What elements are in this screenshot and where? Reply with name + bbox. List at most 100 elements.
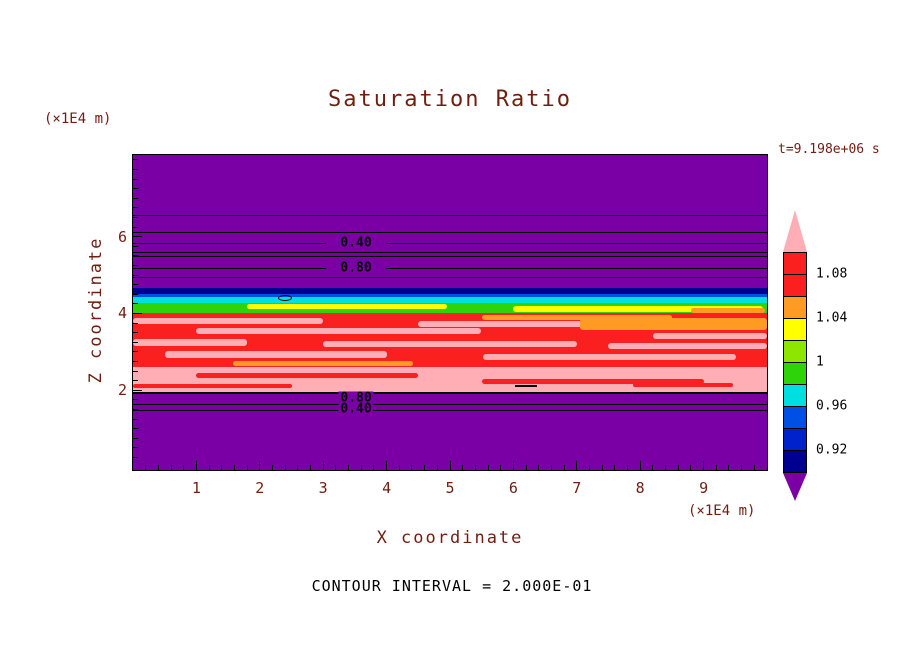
x-tick-label: 2 — [255, 479, 265, 497]
colorbar-segment — [783, 318, 807, 341]
color-streak — [691, 308, 765, 313]
contour-line — [133, 252, 767, 253]
color-streak — [608, 343, 767, 349]
x-minor-tick — [424, 465, 426, 470]
x-minor-tick — [335, 465, 337, 470]
x-tick-label: 5 — [445, 479, 455, 497]
z-minor-tick — [133, 188, 138, 190]
x-minor-tick — [208, 465, 210, 470]
x-minor-tick — [170, 465, 172, 470]
colorbar-segment — [783, 252, 807, 275]
x-minor-tick — [652, 465, 654, 470]
x-tick-label: 8 — [635, 479, 645, 497]
color-band — [133, 294, 767, 297]
z-minor-tick — [133, 399, 138, 401]
z-minor-tick — [133, 456, 138, 458]
color-streak — [133, 318, 323, 324]
colorbar-tick-label: 1 — [816, 354, 824, 370]
x-minor-tick — [525, 465, 527, 470]
z-minor-tick — [133, 322, 138, 324]
z-minor-tick — [133, 168, 138, 170]
y-tick-label: 2 — [117, 381, 127, 400]
x-minor-tick — [221, 465, 223, 470]
color-streak — [513, 306, 763, 312]
z-minor-tick — [133, 159, 138, 161]
color-streak — [482, 379, 704, 384]
z-minor-tick — [133, 360, 138, 362]
z-minor-tick — [133, 274, 138, 276]
x-minor-tick — [348, 465, 350, 470]
color-streak — [483, 354, 736, 360]
colorbar-bottom-arrow — [783, 473, 807, 501]
contour-line — [386, 268, 767, 269]
z-minor-tick — [133, 207, 138, 209]
x-tick-label: 9 — [699, 479, 709, 497]
color-band — [133, 392, 767, 470]
z-minor-tick — [133, 408, 138, 410]
x-major-tick — [322, 461, 324, 470]
x-minor-tick — [741, 465, 743, 470]
x-minor-tick — [487, 465, 489, 470]
z-major-tick — [133, 312, 142, 314]
x-minor-tick — [233, 465, 235, 470]
color-streak — [482, 315, 672, 320]
colorbar-tick-label: 1.08 — [816, 266, 848, 282]
contour-line — [133, 392, 767, 394]
color-streak — [323, 341, 577, 347]
colorbar-segment — [783, 362, 807, 385]
x-minor-tick — [588, 465, 590, 470]
x-minor-tick — [462, 465, 464, 470]
x-major-tick — [512, 461, 514, 470]
x-major-tick — [449, 461, 451, 470]
z-minor-tick — [133, 197, 138, 199]
contour-ring — [278, 295, 292, 301]
z-minor-tick — [133, 178, 138, 180]
color-band — [133, 155, 767, 288]
x-minor-tick — [665, 465, 667, 470]
z-minor-tick — [133, 447, 138, 449]
x-minor-tick — [715, 465, 717, 470]
contour-line — [515, 385, 537, 387]
contour-line — [386, 243, 767, 244]
y-tick-label: 4 — [117, 304, 127, 323]
colorbar-segment — [783, 296, 807, 319]
x-minor-tick — [627, 465, 629, 470]
color-streak — [418, 321, 638, 327]
y-axis-title: Z coordinate — [86, 236, 106, 384]
contour-line — [133, 232, 767, 233]
color-streak — [133, 384, 292, 388]
x-minor-tick — [677, 465, 679, 470]
x-minor-tick — [310, 465, 312, 470]
z-minor-tick — [133, 341, 138, 343]
x-minor-tick — [753, 465, 755, 470]
x-minor-tick — [284, 465, 286, 470]
x-minor-tick — [728, 465, 730, 470]
z-minor-tick — [133, 284, 138, 286]
chart-title: Saturation Ratio — [328, 87, 572, 112]
x-axis-units-label: (×1E4 m) — [688, 503, 756, 519]
x-tick-label: 3 — [318, 479, 328, 497]
z-minor-tick — [133, 245, 138, 247]
x-tick-label: 6 — [508, 479, 518, 497]
color-streak — [233, 361, 413, 366]
contour-line — [133, 215, 767, 216]
x-minor-tick — [436, 465, 438, 470]
colorbar-segment — [783, 384, 807, 407]
color-band — [133, 288, 767, 294]
time-annotation: t=9.198e+06 s — [778, 142, 880, 157]
z-major-tick — [133, 389, 142, 391]
x-minor-tick — [538, 465, 540, 470]
x-minor-tick — [550, 465, 552, 470]
colorbar-tick-label: 0.92 — [816, 442, 848, 458]
x-major-tick — [386, 461, 388, 470]
colorbar-tick-label: 0.96 — [816, 398, 848, 414]
color-streak — [247, 304, 447, 309]
x-minor-tick — [246, 465, 248, 470]
z-minor-tick — [133, 332, 138, 334]
contour-line — [133, 268, 326, 269]
color-streak — [196, 328, 481, 334]
x-tick-label: 4 — [382, 479, 392, 497]
z-minor-tick — [133, 303, 138, 305]
x-axis-title: X coordinate — [376, 528, 524, 548]
